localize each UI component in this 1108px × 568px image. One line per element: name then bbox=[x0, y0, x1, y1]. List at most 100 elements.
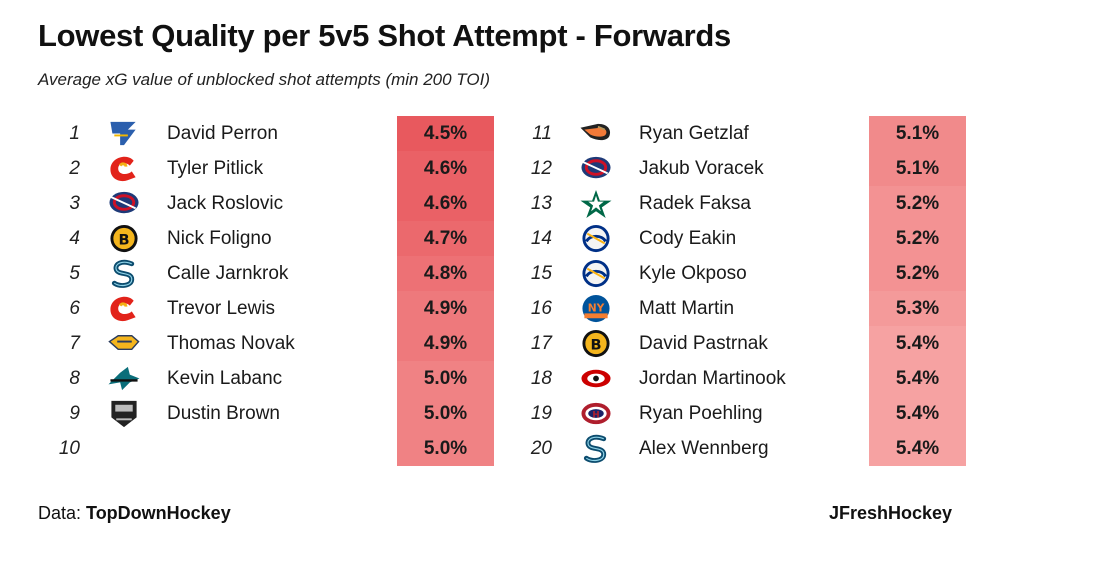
svg-text:H: H bbox=[592, 410, 599, 420]
rank-number: 5 bbox=[69, 263, 80, 284]
data-source-credit: Data: TopDownHockey bbox=[38, 503, 231, 524]
xg-value-cell: 4.6% bbox=[397, 186, 494, 221]
player-name: Calle Jarnkrok bbox=[167, 263, 289, 284]
svg-text:B: B bbox=[590, 337, 601, 353]
blue-jackets-icon bbox=[109, 191, 139, 214]
chart-title: Lowest Quality per 5v5 Shot Attempt - Fo… bbox=[38, 18, 731, 53]
kraken-s-icon bbox=[583, 434, 607, 463]
xg-value-cell: 4.9% bbox=[397, 291, 494, 326]
xg-value-cell: 5.4% bbox=[869, 361, 966, 396]
ranking-column-left: 1 David Perron 4.5% 2 Tyler Pitlick 4.6% 3 Jack… bbox=[0, 116, 500, 466]
stars-icon bbox=[580, 189, 612, 219]
xg-value-cell: 5.1% bbox=[869, 151, 966, 186]
player-name: Trevor Lewis bbox=[167, 298, 276, 319]
rank-number: 10 bbox=[58, 438, 80, 459]
xg-value-cell: 5.2% bbox=[869, 221, 966, 256]
ranking-column-right: 11 Ryan Getzlaf 5.1% 12 Jakub Voracek 5.1% 13 R… bbox=[472, 116, 972, 466]
player-name: Jakub Voracek bbox=[639, 158, 764, 179]
bruins-b-icon: B bbox=[110, 224, 138, 253]
islanders-icon: NY bbox=[582, 294, 610, 323]
rank-number: 16 bbox=[530, 298, 552, 319]
player-name: Cody Eakin bbox=[639, 228, 737, 249]
player-name: Kevin Labanc bbox=[167, 368, 283, 389]
flames-c-icon bbox=[110, 296, 136, 322]
svg-text:B: B bbox=[118, 232, 129, 248]
rank-number: 4 bbox=[69, 228, 80, 249]
xg-value-cell: 5.3% bbox=[869, 291, 966, 326]
player-name: Radek Faksa bbox=[639, 193, 751, 214]
table-row: 17 B David Pastrnak 5.4% bbox=[472, 326, 972, 361]
rank-number: 17 bbox=[530, 333, 552, 354]
player-name: Jack Roslovic bbox=[167, 193, 284, 214]
table-row: 5 Calle Jarnkrok 4.8% bbox=[0, 256, 500, 291]
rank-number: 9 bbox=[69, 403, 80, 424]
table-row: 6 Trevor Lewis 4.9% bbox=[0, 291, 500, 326]
player-name: Dustin Brown bbox=[167, 403, 280, 424]
table-row: 8 Kevin Labanc 5.0% bbox=[0, 361, 500, 396]
xg-value-cell: 4.9% bbox=[397, 326, 494, 361]
table-row: 1 David Perron 4.5% bbox=[0, 116, 500, 151]
rank-number: 12 bbox=[530, 158, 552, 179]
flames-c-icon bbox=[110, 156, 136, 182]
author-credit: JFreshHockey bbox=[829, 503, 953, 523]
rank-number: 14 bbox=[530, 228, 552, 249]
blue-jackets-icon bbox=[581, 156, 611, 179]
sharks-icon bbox=[108, 366, 140, 391]
bruins-b-icon: B bbox=[582, 329, 610, 358]
rank-number: 7 bbox=[69, 333, 80, 354]
xg-value-cell: 5.0% bbox=[397, 396, 494, 431]
rank-number: 13 bbox=[530, 193, 552, 214]
xg-value-cell: 5.0% bbox=[397, 431, 494, 466]
xg-value-cell: 4.6% bbox=[397, 151, 494, 186]
player-name: Thomas Novak bbox=[167, 333, 295, 354]
table-row: 2 Tyler Pitlick 4.6% bbox=[0, 151, 500, 186]
table-row: 9 Dustin Brown 5.0% bbox=[0, 396, 500, 431]
rank-number: 2 bbox=[69, 158, 80, 179]
player-name: Ryan Getzlaf bbox=[639, 123, 749, 144]
xg-value-cell: 5.4% bbox=[869, 431, 966, 466]
player-name: David Perron bbox=[167, 123, 278, 144]
rank-number: 3 bbox=[69, 193, 80, 214]
xg-value-cell: 5.4% bbox=[869, 326, 966, 361]
xg-value-cell: 5.1% bbox=[869, 116, 966, 151]
player-name: David Pastrnak bbox=[639, 333, 768, 354]
rank-number: 8 bbox=[69, 368, 80, 389]
rank-number: 15 bbox=[530, 263, 552, 284]
player-name: Kyle Okposo bbox=[639, 263, 747, 284]
rank-number: 20 bbox=[530, 438, 552, 459]
table-row: 12 Jakub Voracek 5.1% bbox=[472, 151, 972, 186]
predators-icon bbox=[108, 335, 140, 351]
xg-value-cell: 5.2% bbox=[869, 186, 966, 221]
xg-value-cell: 4.5% bbox=[397, 116, 494, 151]
table-row: 15 Kyle Okposo 5.2% bbox=[472, 256, 972, 291]
table-row: 14 Cody Eakin 5.2% bbox=[472, 221, 972, 256]
hurricanes-icon bbox=[581, 369, 611, 388]
rank-number: 11 bbox=[532, 123, 552, 144]
svg-text:NY: NY bbox=[588, 301, 605, 314]
table-row: 11 Ryan Getzlaf 5.1% bbox=[472, 116, 972, 151]
rank-number: 6 bbox=[69, 298, 80, 319]
rank-number: 19 bbox=[530, 403, 552, 424]
xg-value-cell: 4.8% bbox=[397, 256, 494, 291]
table-row: 7 Thomas Novak 4.9% bbox=[0, 326, 500, 361]
canadiens-icon: H bbox=[581, 402, 611, 425]
xg-value-cell: 5.4% bbox=[869, 396, 966, 431]
sabres-icon bbox=[582, 224, 610, 253]
player-name: Nick Foligno bbox=[167, 228, 272, 249]
chart-subtitle: Average xG value of unblocked shot attem… bbox=[38, 70, 490, 89]
kraken-s-icon bbox=[111, 259, 135, 288]
data-source-prefix: Data: bbox=[38, 503, 87, 523]
xg-value-cell: 4.7% bbox=[397, 221, 494, 256]
table-row: 16 NY Matt Martin 5.3% bbox=[472, 291, 972, 326]
xg-value-cell: 5.2% bbox=[869, 256, 966, 291]
player-name: Tyler Pitlick bbox=[167, 158, 264, 179]
xg-value-cell: 5.0% bbox=[397, 361, 494, 396]
table-row: 4 B Nick Foligno 4.7% bbox=[0, 221, 500, 256]
player-name: Alex Wennberg bbox=[639, 438, 769, 459]
table-row: 13 Radek Faksa 5.2% bbox=[472, 186, 972, 221]
table-row: 3 Jack Roslovic 4.6% bbox=[0, 186, 500, 221]
table-row: 19 H Ryan Poehling 5.4% bbox=[472, 396, 972, 431]
player-name: Ryan Poehling bbox=[639, 403, 763, 424]
rank-number: 1 bbox=[69, 123, 80, 144]
kings-shield-icon bbox=[111, 400, 137, 428]
